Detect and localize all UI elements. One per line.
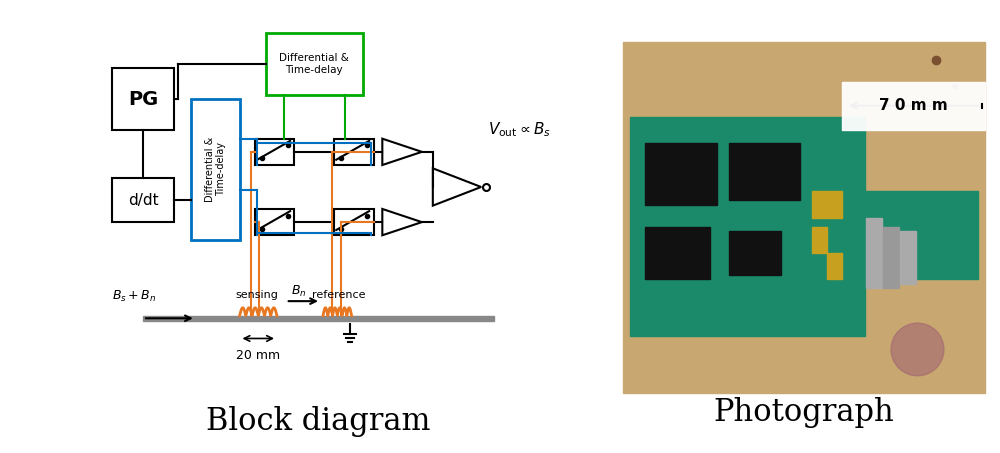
Bar [255,139,294,165]
Bar [645,226,710,279]
Bar [866,218,882,288]
Text: $V_{\mathrm{out}} \propto B_s$: $V_{\mathrm{out}} \propto B_s$ [488,120,551,139]
Bar [143,316,494,321]
Bar [812,191,827,218]
Text: $B_n$: $B_n$ [291,284,307,299]
Bar [729,143,800,200]
Text: reference: reference [312,290,365,300]
Bar [112,178,174,222]
Bar [827,253,842,279]
Bar [883,226,899,288]
Bar [630,117,865,336]
Ellipse shape [891,323,944,376]
Text: Differential &
Time-delay: Differential & Time-delay [205,137,226,202]
Bar [334,209,374,235]
Bar [842,82,985,130]
Text: Differential &
Time-delay: Differential & Time-delay [279,53,349,75]
Text: d/dt: d/dt [128,193,158,207]
Text: $B_s + B_n$: $B_s + B_n$ [112,289,157,304]
Bar [623,42,985,393]
Text: Photograph: Photograph [714,397,895,429]
Bar [191,99,240,240]
Bar [827,191,842,218]
Text: 7 0 m m: 7 0 m m [879,98,948,113]
Text: 20 mm: 20 mm [236,349,280,362]
Bar [645,143,717,205]
Bar [729,231,781,275]
Bar [812,226,827,253]
Text: Block diagram: Block diagram [206,406,431,437]
Bar [112,68,174,130]
Text: PG: PG [128,90,158,109]
Bar [334,139,374,165]
Bar [255,209,294,235]
Text: sensing: sensing [236,290,279,300]
Bar [266,33,363,95]
Bar [865,191,978,279]
Bar [900,231,916,284]
